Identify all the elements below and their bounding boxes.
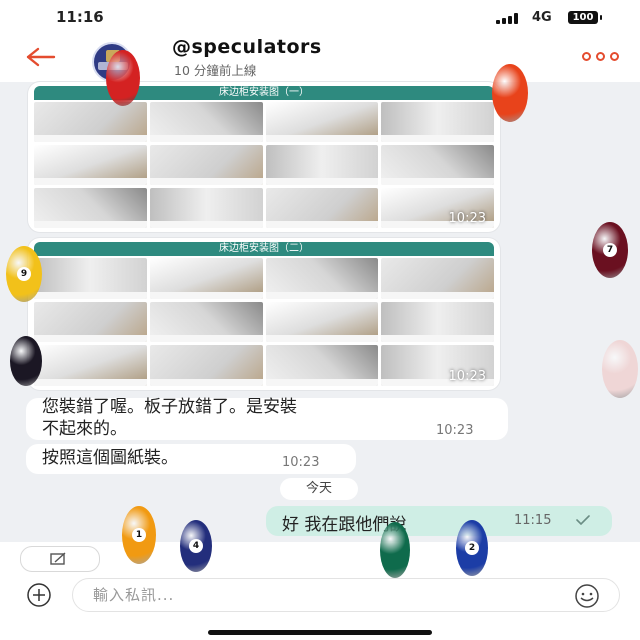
emoji-icon[interactable]	[568, 584, 606, 608]
billiard-ball-decor	[380, 522, 410, 578]
incoming-message[interactable]: 您裝錯了喔。板子放錯了。是安裝 不起來的。 10:23	[26, 397, 508, 440]
billiard-ball-decor: 4	[180, 520, 212, 572]
billiard-ball-decor: 1	[122, 506, 156, 564]
ball-number: 9	[17, 267, 31, 281]
contact-last-seen: 10 分鐘前上線	[174, 63, 257, 78]
billiard-ball-decor	[106, 50, 140, 106]
status-time: 11:16	[56, 8, 104, 26]
plus-icon[interactable]	[20, 582, 58, 608]
ball-number: 1	[132, 528, 146, 542]
billiard-ball-decor: 9	[6, 246, 42, 302]
chat-area[interactable]: 床边柜安装图（一） 10:23 床边柜安装图（二） 10:23 您裝錯了喔。板子…	[0, 82, 640, 542]
message-text: 好 我在跟他們說	[282, 515, 407, 535]
billiard-ball-decor	[10, 336, 42, 386]
message-text: 按照這個圖紙裝。	[42, 448, 178, 468]
billiard-ball-decor: 2	[456, 520, 488, 576]
back-arrow-icon[interactable]	[20, 42, 60, 72]
incoming-message[interactable]: 按照這個圖紙裝。 10:23	[26, 444, 356, 474]
message-timestamp: 11:15	[514, 513, 552, 528]
signal-icon	[496, 13, 522, 24]
network-label: 4G	[532, 10, 552, 25]
sticker-button[interactable]	[20, 546, 100, 572]
check-icon	[576, 515, 590, 525]
billiard-ball-decor	[492, 64, 528, 122]
contact-name[interactable]: @speculators	[172, 36, 322, 58]
image-title: 床边柜安装图（二）	[34, 242, 494, 256]
message-timestamp: 10:23	[436, 423, 474, 438]
ball-number: 2	[465, 541, 479, 555]
message-text-line-1: 您裝錯了喔。板子放錯了。是安裝	[42, 397, 297, 417]
billiard-ball-decor: 7	[592, 222, 628, 278]
billiard-ball-decor	[602, 340, 638, 398]
status-bar: 11:16 4G 100	[0, 0, 640, 36]
more-icon[interactable]	[582, 52, 620, 62]
image-timestamp: 10:23	[448, 211, 486, 226]
image-grid	[34, 102, 494, 228]
image-timestamp: 10:23	[448, 369, 486, 384]
input-bar	[0, 542, 640, 640]
message-text-line-2: 不起來的。	[42, 419, 127, 439]
outgoing-message[interactable]: 好 我在跟他們說 11:15	[266, 506, 612, 536]
date-separator: 今天	[280, 478, 358, 500]
sticker-icon	[50, 552, 66, 565]
battery-tip	[600, 15, 602, 20]
image-message-1[interactable]: 床边柜安装图（一） 10:23	[28, 82, 500, 232]
ball-number: 4	[189, 539, 203, 553]
battery-icon: 100	[568, 11, 598, 24]
ball-number: 7	[603, 243, 617, 257]
image-message-2[interactable]: 床边柜安装图（二） 10:23	[28, 238, 500, 390]
chat-header: @speculators 10 分鐘前上線	[0, 36, 640, 82]
message-input[interactable]	[72, 578, 620, 612]
image-title: 床边柜安装图（一）	[34, 86, 494, 100]
message-timestamp: 10:23	[282, 455, 320, 470]
image-grid	[34, 258, 494, 386]
home-indicator	[208, 630, 432, 635]
